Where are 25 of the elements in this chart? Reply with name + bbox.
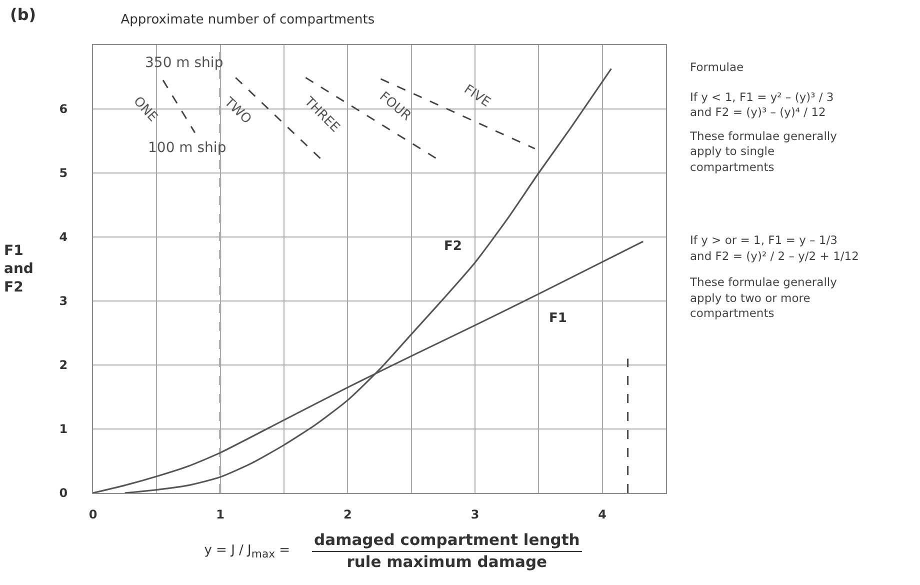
series-label: F1 [549, 311, 567, 326]
annotation: 350 m ship [145, 55, 224, 71]
text: y = J / J$_{max}$ = damaged compartment length rule maximum damage [204, 531, 580, 571]
y-tick-label: 1 [59, 422, 68, 436]
y-tick-label: 6 [59, 102, 68, 116]
y-tick-label: 2 [59, 358, 68, 372]
x-tick-label: 0 [88, 507, 98, 522]
x-tick-label: 3 [470, 507, 480, 522]
text: (b) [10, 5, 36, 24]
series-label: F2 [444, 239, 462, 254]
x-tick-label: 2 [343, 507, 352, 522]
y-tick-label: 0 [59, 486, 68, 500]
y-axis-title: F1 and F2 [4, 243, 34, 296]
x-tick-label: 4 [598, 507, 607, 522]
chart-title: Approximate number of compartments [120, 12, 375, 28]
y-tick-label: 4 [59, 230, 68, 244]
text: If y > or = 1, F1 = y – 1/3 and F2 = (y)² / 2 – y/2 + 1/12 [690, 233, 860, 264]
text: These formulae generally apply to two or more compartments [690, 275, 838, 322]
text: Formulae [690, 60, 745, 76]
annotation: 100 m ship [148, 140, 226, 156]
y-tick-label: 3 [59, 294, 68, 308]
x-tick-label: 1 [216, 507, 225, 522]
y-tick-label: 5 [59, 166, 68, 180]
text: These formulae generally apply to single compartments [690, 128, 838, 175]
text: If y < 1, F1 = y² – (y)³ / 3 and F2 = (y)³ – (y)⁴ / 12 [690, 90, 835, 120]
